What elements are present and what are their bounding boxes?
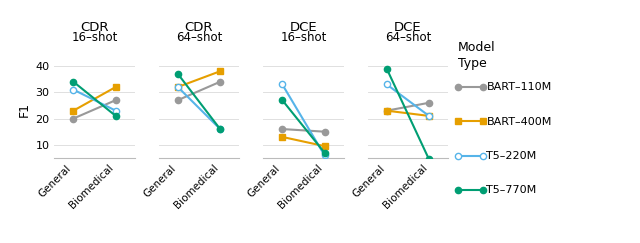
Text: T5–220M: T5–220M xyxy=(486,150,537,161)
Text: T5–770M: T5–770M xyxy=(486,184,537,195)
Title: 16–shot: 16–shot xyxy=(280,31,326,44)
Text: BART–110M: BART–110M xyxy=(486,82,552,93)
Text: DCE: DCE xyxy=(394,21,422,34)
Y-axis label: F1: F1 xyxy=(19,102,31,117)
Text: BART–400M: BART–400M xyxy=(486,116,552,127)
Text: Model
Type: Model Type xyxy=(458,41,495,70)
Title: 16–shot: 16–shot xyxy=(72,31,118,44)
Text: CDR: CDR xyxy=(80,21,109,34)
Text: CDR: CDR xyxy=(185,21,213,34)
Title: 64–shot: 64–shot xyxy=(176,31,222,44)
Title: 64–shot: 64–shot xyxy=(385,31,431,44)
Text: DCE: DCE xyxy=(289,21,317,34)
